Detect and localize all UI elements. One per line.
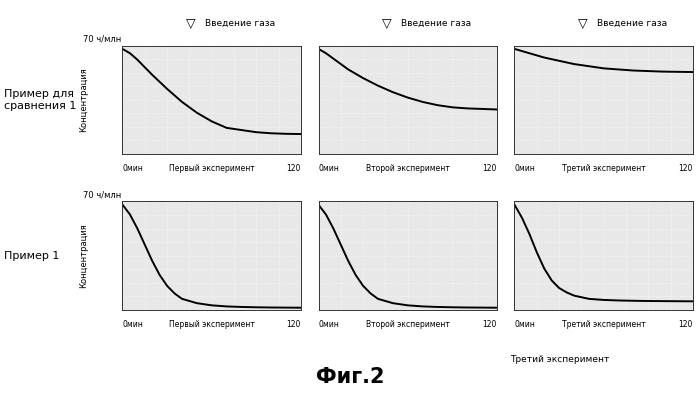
- Text: 120: 120: [482, 320, 497, 329]
- Text: 0мин: 0мин: [122, 164, 144, 173]
- Text: 0мин: 0мин: [318, 320, 340, 329]
- Text: 70 ч/млн: 70 ч/млн: [83, 191, 121, 200]
- Text: Первый эксперимент: Первый эксперимент: [169, 320, 255, 329]
- Text: Третий эксперимент: Третий эксперимент: [510, 355, 610, 364]
- Text: 120: 120: [286, 320, 301, 329]
- Text: Пример для
сравнения 1: Пример для сравнения 1: [4, 89, 76, 110]
- Text: 0мин: 0мин: [318, 164, 340, 173]
- Text: 120: 120: [678, 320, 693, 329]
- Text: Первый эксперимент: Первый эксперимент: [169, 164, 255, 173]
- Text: ▽: ▽: [578, 17, 587, 30]
- Text: 70 ч/млн: 70 ч/млн: [83, 35, 121, 44]
- Text: 120: 120: [678, 164, 693, 173]
- Text: 120: 120: [286, 164, 301, 173]
- Text: ▽: ▽: [186, 17, 195, 30]
- Text: Концентрация: Концентрация: [80, 67, 88, 132]
- Text: Введение газа: Введение газа: [400, 19, 471, 28]
- Text: Второй эксперимент: Второй эксперимент: [366, 320, 449, 329]
- Text: 0мин: 0мин: [514, 320, 536, 329]
- Text: 120: 120: [482, 164, 497, 173]
- Text: Третий эксперимент: Третий эксперимент: [562, 164, 645, 173]
- Text: Введение газа: Введение газа: [596, 19, 667, 28]
- Text: Пример 1: Пример 1: [4, 251, 59, 260]
- Text: Второй эксперимент: Второй эксперимент: [366, 164, 449, 173]
- Text: ▽: ▽: [382, 17, 391, 30]
- Text: Третий эксперимент: Третий эксперимент: [562, 320, 645, 329]
- Text: Введение газа: Введение газа: [204, 19, 275, 28]
- Text: 0мин: 0мин: [122, 320, 144, 329]
- Text: Фиг.2: Фиг.2: [316, 367, 384, 387]
- Text: Концентрация: Концентрация: [80, 223, 88, 288]
- Text: 0мин: 0мин: [514, 164, 536, 173]
